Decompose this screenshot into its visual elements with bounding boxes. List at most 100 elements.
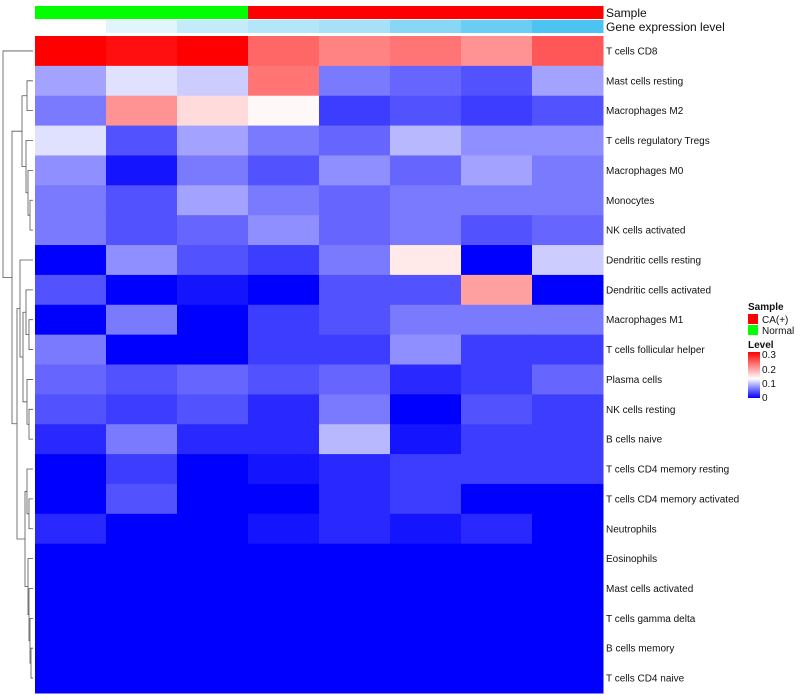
row-label: T cells CD8 xyxy=(606,46,658,57)
dendrogram-branch xyxy=(28,408,33,440)
heatmap-cell xyxy=(319,95,391,127)
heatmap-cell xyxy=(319,573,391,604)
row-label: Eosinophils xyxy=(606,554,657,565)
heatmap-cell xyxy=(177,65,249,97)
heatmap-cell xyxy=(319,394,391,425)
heatmap-cell xyxy=(106,215,178,246)
heatmap-cell xyxy=(106,95,178,127)
heatmap-cell xyxy=(35,543,107,575)
heatmap-cell xyxy=(532,394,604,425)
heatmap-cell xyxy=(106,334,178,365)
legend-level-colorbar xyxy=(748,352,760,398)
heatmap-cell xyxy=(319,185,391,216)
heatmap-cell xyxy=(390,663,462,694)
heatmap-cell xyxy=(35,304,107,336)
dendrogram-branch xyxy=(24,491,28,588)
heatmap-cell xyxy=(319,663,391,694)
row-label: NK cells activated xyxy=(606,226,685,237)
heatmap-cell xyxy=(177,36,249,67)
heatmap-cell xyxy=(106,155,178,186)
row-label: Macrophages M0 xyxy=(606,166,684,177)
heatmap-cell xyxy=(248,36,320,67)
heatmap-cell xyxy=(319,125,391,156)
heatmap-cell xyxy=(35,483,107,515)
heatmap-cell xyxy=(461,245,533,276)
heatmap-cell xyxy=(390,274,462,306)
heatmap-cell xyxy=(248,513,320,545)
dendrogram-branch xyxy=(2,50,33,278)
heatmap-cell xyxy=(248,304,320,336)
heatmap-cell xyxy=(248,603,320,634)
heatmap-cell xyxy=(248,95,320,127)
heatmap-cell xyxy=(177,543,249,575)
heatmap-cell xyxy=(461,125,533,156)
heatmap-cell xyxy=(35,663,107,694)
heatmap-cell xyxy=(248,394,320,425)
heatmap-cell xyxy=(461,95,533,127)
heatmap-cell xyxy=(106,36,178,67)
heatmap-cell xyxy=(177,304,249,336)
sample-anno-cell xyxy=(319,6,391,19)
heatmap-cell xyxy=(532,513,604,545)
heatmap-cell xyxy=(461,603,533,634)
heatmap-cell xyxy=(177,334,249,365)
dendrogram-branch xyxy=(28,319,33,350)
dendrogram-branch xyxy=(29,617,33,664)
heatmap-cell xyxy=(461,215,533,246)
legend-level-title: Level xyxy=(748,340,774,351)
dendrogram-branch xyxy=(27,169,33,216)
heatmap-cell xyxy=(248,483,320,515)
heatmap-cell xyxy=(35,513,107,545)
heatmap-cell xyxy=(177,394,249,425)
row-label: T cells CD4 naive xyxy=(606,674,685,685)
dendrogram-branch xyxy=(30,647,33,679)
heatmap-cell xyxy=(532,185,604,216)
heatmap-cell xyxy=(177,603,249,634)
sample-anno-cell xyxy=(248,6,320,19)
heatmap-cell xyxy=(319,155,391,186)
sample-anno-cell xyxy=(35,6,107,19)
heatmap-cell xyxy=(177,245,249,276)
gene-expression-annotation-bar xyxy=(35,20,604,33)
heatmap-cell xyxy=(319,65,391,97)
heatmap-cell xyxy=(319,274,391,306)
legend-tick-2: 0.1 xyxy=(762,379,776,390)
sample-anno-cell xyxy=(106,6,178,19)
dendrogram-branch xyxy=(16,308,25,540)
legend-sample-title: Sample xyxy=(748,302,784,313)
heatmap-cell xyxy=(461,573,533,604)
heatmap-cell xyxy=(248,543,320,575)
row-label: T cells regulatory Tregs xyxy=(606,136,710,147)
dendrogram-branch xyxy=(26,379,33,425)
heatmap-cell xyxy=(35,334,107,365)
heatmap-cell xyxy=(177,95,249,127)
gene-anno-cell xyxy=(106,20,178,33)
heatmap-cell xyxy=(177,573,249,604)
heatmap-cell xyxy=(532,215,604,246)
heatmap-cell xyxy=(461,36,533,67)
row-label: T cells CD4 memory activated xyxy=(606,494,739,505)
row-label: Monocytes xyxy=(606,196,654,207)
heatmap-cell xyxy=(106,185,178,216)
heatmap-cell xyxy=(35,155,107,186)
heatmap-cell xyxy=(319,603,391,634)
gene-anno-cell xyxy=(532,20,604,33)
heatmap-cell xyxy=(319,424,391,455)
heatmap-cell xyxy=(248,633,320,664)
heatmap-cell xyxy=(390,543,462,575)
row-label: T cells follicular helper xyxy=(606,345,705,356)
heatmap-cell xyxy=(248,334,320,365)
heatmap-cell xyxy=(35,36,107,67)
heatmap-cell xyxy=(106,663,178,694)
heatmap-cell xyxy=(461,155,533,186)
heatmap-cell xyxy=(532,155,604,186)
gene-anno-cell xyxy=(35,20,107,33)
heatmap-cell xyxy=(106,394,178,425)
heatmap-cell xyxy=(248,65,320,97)
heatmap-cell xyxy=(319,36,391,67)
heatmap-cell xyxy=(35,573,107,604)
dendrogram-branch xyxy=(19,259,33,358)
heatmap-cell xyxy=(319,304,391,336)
gene-annotation-label: Gene expression level xyxy=(606,20,725,34)
